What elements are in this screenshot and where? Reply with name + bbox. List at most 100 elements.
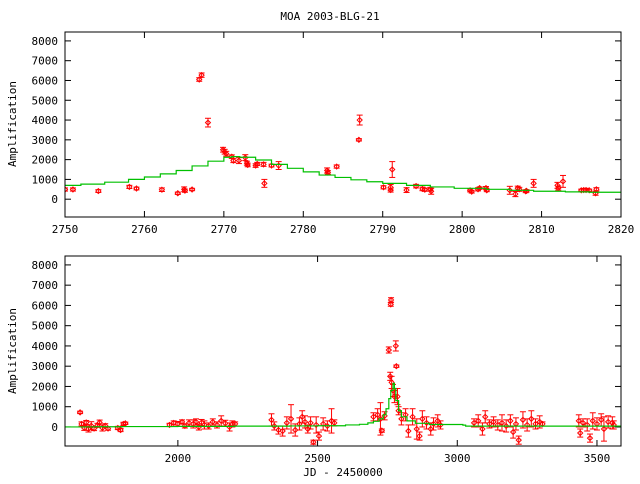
data-point	[555, 184, 562, 192]
plot-area	[65, 71, 621, 198]
x-tick-label: 3000	[444, 452, 471, 465]
data-point	[260, 161, 267, 168]
point-marker	[312, 421, 320, 429]
point-marker	[174, 190, 181, 197]
data-point	[385, 346, 393, 354]
data-point	[244, 161, 251, 169]
point-marker	[600, 425, 608, 433]
data-point	[482, 410, 489, 424]
x-tick-label: 3500	[584, 452, 611, 465]
data-point	[593, 417, 601, 431]
point-marker	[96, 419, 103, 426]
x-tick-label: 2760	[131, 223, 158, 236]
data-point	[307, 416, 314, 430]
point-marker	[413, 425, 420, 433]
data-point	[319, 417, 327, 431]
point-marker	[268, 162, 275, 169]
data-point	[387, 296, 395, 304]
point-marker	[122, 420, 129, 427]
data-point	[230, 157, 237, 164]
point-marker	[223, 150, 230, 157]
data-point	[512, 417, 520, 431]
data-point	[69, 186, 77, 193]
data-point	[575, 414, 583, 428]
data-point	[507, 414, 514, 428]
point-marker	[421, 186, 429, 193]
x-tick-label: 2820	[608, 223, 635, 236]
point-marker	[427, 188, 435, 195]
data-point	[427, 187, 435, 195]
point-marker	[559, 178, 567, 185]
point-marker	[387, 301, 394, 308]
data-point	[355, 136, 363, 144]
data-point	[468, 188, 475, 195]
point-marker	[117, 426, 124, 434]
point-marker	[555, 184, 562, 192]
point-marker	[515, 436, 522, 444]
bottom-y-axis-label: Amplification	[6, 308, 19, 394]
point-marker	[310, 438, 317, 446]
point-marker	[479, 425, 486, 433]
point-marker	[409, 413, 416, 421]
x-tick-label: 2780	[290, 223, 317, 236]
data-point	[479, 422, 486, 436]
data-point	[76, 409, 84, 416]
point-marker	[579, 419, 587, 427]
top-y-axis-label: Amplification	[6, 81, 19, 167]
y-tick-label: 1000	[32, 173, 59, 186]
data-point	[296, 417, 303, 431]
point-marker	[589, 417, 596, 425]
top-panel-zoomed: 0 1000 2000 3000 4000 5000 6000 7000 8000 2750 276…	[32, 31, 635, 236]
point-marker	[261, 180, 268, 187]
point-marker	[69, 186, 77, 193]
x-tick-label: 2000	[165, 452, 192, 465]
data-point	[198, 71, 205, 79]
point-marker	[385, 346, 393, 354]
y-tick-label: 4000	[32, 114, 59, 127]
data-point	[403, 186, 410, 194]
point-marker	[198, 71, 205, 79]
data-point	[333, 163, 340, 170]
point-marker	[95, 187, 102, 195]
point-marker	[593, 186, 600, 193]
model-curve	[65, 156, 621, 193]
point-marker	[530, 180, 537, 187]
data-point	[283, 416, 291, 430]
data-point	[181, 187, 189, 194]
y-tick-label: 7000	[32, 55, 59, 68]
data-point	[530, 178, 537, 188]
data-point	[509, 425, 517, 439]
data-point	[583, 418, 591, 432]
point-marker	[509, 428, 517, 436]
point-marker	[398, 415, 405, 423]
plot-area	[65, 296, 621, 446]
data-point	[593, 186, 600, 193]
y-tick-label: 0	[51, 421, 58, 434]
point-marker	[370, 413, 377, 421]
point-marker	[333, 163, 340, 170]
data-point	[405, 424, 412, 438]
point-marker	[391, 393, 398, 400]
x-tick-label: 2750	[52, 223, 79, 236]
point-marker	[315, 432, 323, 440]
x-tick-label: 2500	[304, 452, 331, 465]
point-marker	[380, 184, 387, 191]
data-point	[380, 184, 387, 191]
y-tick-label: 5000	[32, 320, 59, 333]
data-point	[223, 150, 230, 157]
data-point	[312, 416, 320, 434]
data-point	[419, 410, 426, 428]
data-point	[490, 416, 497, 428]
y-tick-label: 3000	[32, 360, 59, 373]
point-marker	[393, 362, 400, 370]
y-tick-label: 7000	[32, 279, 59, 292]
point-marker	[387, 186, 394, 194]
bottom-panel-full: 0 1000 2000 3000 4000 5000 6000 7000 8000 2000 250…	[32, 255, 622, 465]
y-tick-label: 3000	[32, 134, 59, 147]
point-marker	[279, 427, 286, 435]
data-point	[133, 185, 140, 192]
data-point	[324, 169, 332, 176]
point-marker	[507, 417, 514, 425]
point-marker	[470, 419, 478, 427]
point-marker	[181, 187, 189, 194]
